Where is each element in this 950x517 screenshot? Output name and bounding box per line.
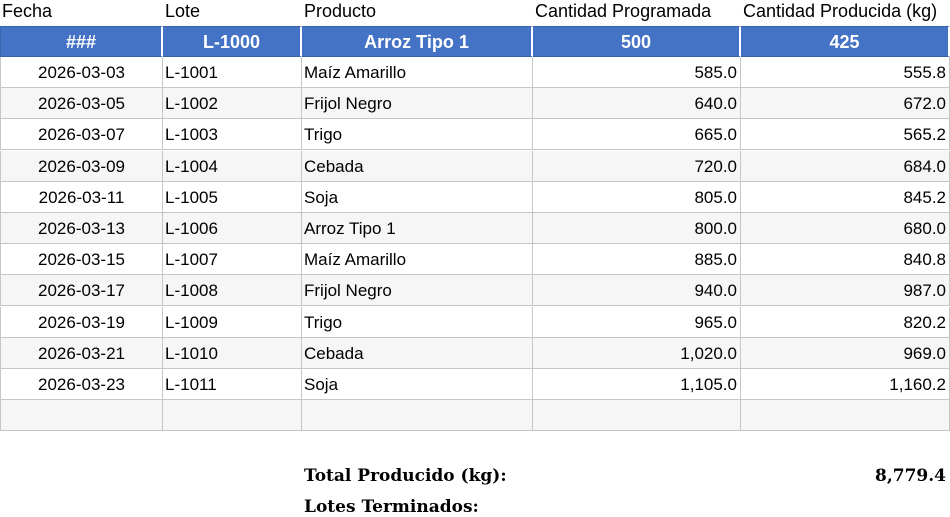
total-producido-label: Total Producido (kg): <box>304 466 507 486</box>
column-label-cantidad-producida[interactable]: Cantidad Producida (kg) <box>743 1 938 21</box>
programada-cell[interactable]: 640.0 <box>533 88 741 120</box>
producto-cell[interactable]: Soja <box>302 369 533 400</box>
table-row: 2026-03-05 L-1002 Frijol Negro 640.0 672.0 <box>0 88 950 120</box>
column-label-cantidad-programada[interactable]: Cantidad Programada <box>535 1 712 21</box>
fecha-cell[interactable]: 2026-03-21 <box>0 337 163 369</box>
fecha-cell[interactable]: 2026-03-05 <box>0 88 163 120</box>
programada-cell[interactable]: 965.0 <box>533 306 741 338</box>
fecha-cell[interactable]: 2026-03-09 <box>0 150 163 182</box>
lote-cell[interactable]: L-1007 <box>163 244 302 276</box>
lote-cell[interactable]: L-1011 <box>163 369 302 400</box>
table-row: 2026-03-17 L-1008 Frijol Negro 940.0 987.0 <box>0 275 950 307</box>
header-cell-producida[interactable]: 425 <box>741 26 950 57</box>
column-label-lote[interactable]: Lote <box>165 1 201 21</box>
programada-cell[interactable]: 805.0 <box>533 181 741 213</box>
programada-cell[interactable]: 1,020.0 <box>533 337 741 369</box>
header-cell-fecha[interactable]: ### <box>0 26 163 57</box>
producto-cell[interactable]: Frijol Negro <box>302 88 533 120</box>
total-producido-value[interactable]: 8,779.4 <box>875 466 946 486</box>
producto-cell[interactable]: Maíz Amarillo <box>302 57 533 88</box>
producto-cell[interactable]: Trigo <box>302 306 533 338</box>
producida-cell[interactable]: 1,160.2 <box>741 369 950 400</box>
column-label-producto[interactable]: Producto <box>304 1 377 21</box>
producida-cell[interactable]: 672.0 <box>741 88 950 120</box>
table-row: 2026-03-21 L-1010 Cebada 1,020.0 969.0 <box>0 337 950 369</box>
column-label-fecha[interactable]: Fecha <box>2 1 53 21</box>
programada-cell[interactable]: 940.0 <box>533 275 741 307</box>
lote-cell[interactable]: L-1006 <box>163 213 302 244</box>
fecha-cell[interactable]: 2026-03-15 <box>0 244 163 276</box>
fecha-cell[interactable]: 2026-03-23 <box>0 369 163 400</box>
programada-cell[interactable] <box>533 400 741 432</box>
table-row: 2026-03-19 L-1009 Trigo 965.0 820.2 <box>0 306 950 338</box>
producida-cell[interactable]: 680.0 <box>741 213 950 244</box>
programada-cell[interactable]: 665.0 <box>533 119 741 151</box>
producida-cell[interactable]: 840.8 <box>741 244 950 276</box>
lote-cell[interactable] <box>163 400 302 432</box>
producto-cell[interactable]: Trigo <box>302 119 533 151</box>
table-row: 2026-03-07 L-1003 Trigo 665.0 565.2 <box>0 119 950 151</box>
column-labels-row: Fecha Lote Producto Cantidad Programada … <box>0 0 950 25</box>
lote-cell[interactable]: L-1001 <box>163 57 302 88</box>
producida-cell[interactable] <box>741 400 950 432</box>
programada-cell[interactable]: 800.0 <box>533 213 741 244</box>
header-cell-programada[interactable]: 500 <box>533 26 741 57</box>
table-row: 2026-03-11 L-1005 Soja 805.0 845.2 <box>0 181 950 213</box>
programada-cell[interactable]: 1,105.0 <box>533 369 741 400</box>
producto-cell[interactable]: Maíz Amarillo <box>302 244 533 276</box>
header-cell-producto[interactable]: Arroz Tipo 1 <box>302 26 533 57</box>
table-row: 2026-03-23 L-1011 Soja 1,105.0 1,160.2 <box>0 369 950 400</box>
fecha-cell[interactable]: 2026-03-03 <box>0 57 163 88</box>
producto-cell[interactable]: Cebada <box>302 150 533 182</box>
table-row: 2026-03-03 L-1001 Maíz Amarillo 585.0 555.8 <box>0 57 950 88</box>
table-row: 2026-03-15 L-1007 Maíz Amarillo 885.0 840.8 <box>0 244 950 276</box>
fecha-cell[interactable]: 2026-03-07 <box>0 119 163 151</box>
producida-cell[interactable]: 565.2 <box>741 119 950 151</box>
programada-cell[interactable]: 585.0 <box>533 57 741 88</box>
lote-cell[interactable]: L-1008 <box>163 275 302 307</box>
fecha-cell[interactable] <box>0 400 163 432</box>
lote-cell[interactable]: L-1005 <box>163 181 302 213</box>
header-row: ### L-1000 Arroz Tipo 1 500 425 <box>0 26 950 57</box>
producida-cell[interactable]: 684.0 <box>741 150 950 182</box>
table-row <box>0 400 950 432</box>
lote-cell[interactable]: L-1003 <box>163 119 302 151</box>
producto-cell[interactable]: Arroz Tipo 1 <box>302 213 533 244</box>
producida-cell[interactable]: 845.2 <box>741 181 950 213</box>
producida-cell[interactable]: 987.0 <box>741 275 950 307</box>
producto-cell[interactable]: Soja <box>302 181 533 213</box>
lote-cell[interactable]: L-1002 <box>163 88 302 120</box>
programada-cell[interactable]: 885.0 <box>533 244 741 276</box>
lote-cell[interactable]: L-1009 <box>163 306 302 338</box>
fecha-cell[interactable]: 2026-03-13 <box>0 213 163 244</box>
fecha-cell[interactable]: 2026-03-17 <box>0 275 163 307</box>
programada-cell[interactable]: 720.0 <box>533 150 741 182</box>
producida-cell[interactable]: 820.2 <box>741 306 950 338</box>
producto-cell[interactable]: Frijol Negro <box>302 275 533 307</box>
table-row: 2026-03-13 L-1006 Arroz Tipo 1 800.0 680.0 <box>0 213 950 244</box>
fecha-cell[interactable]: 2026-03-19 <box>0 306 163 338</box>
lote-cell[interactable]: L-1010 <box>163 337 302 369</box>
producida-cell[interactable]: 555.8 <box>741 57 950 88</box>
producida-cell[interactable]: 969.0 <box>741 337 950 369</box>
producto-cell[interactable]: Cebada <box>302 337 533 369</box>
fecha-cell[interactable]: 2026-03-11 <box>0 181 163 213</box>
producto-cell[interactable] <box>302 400 533 432</box>
table-row: 2026-03-09 L-1004 Cebada 720.0 684.0 <box>0 150 950 182</box>
lotes-terminados-label: Lotes Terminados: <box>304 497 479 517</box>
lote-cell[interactable]: L-1004 <box>163 150 302 182</box>
header-cell-lote[interactable]: L-1000 <box>163 26 302 57</box>
